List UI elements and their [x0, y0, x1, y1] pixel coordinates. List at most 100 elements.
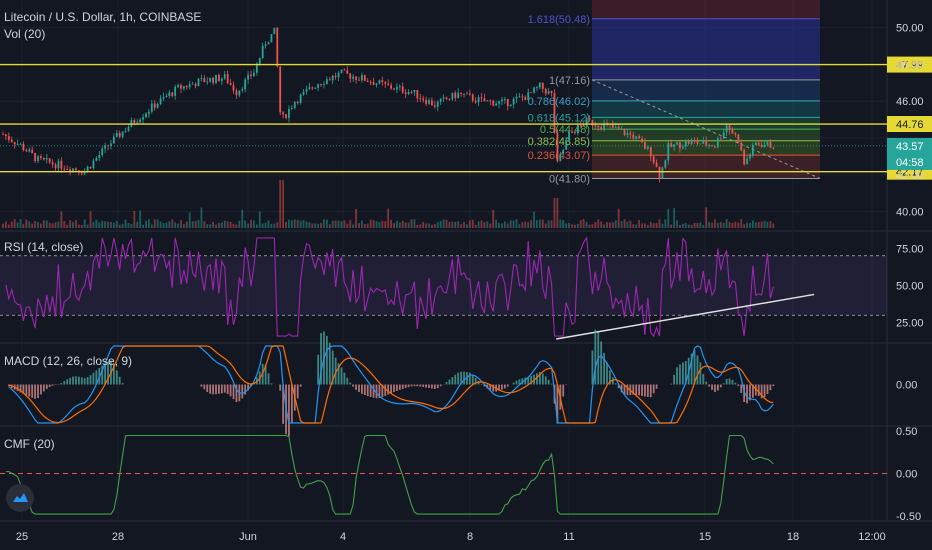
- candle-body: [503, 98, 506, 100]
- volume-bar: [89, 211, 92, 228]
- price-level-tag[interactable]: [887, 56, 932, 73]
- macd-histogram-bar: [358, 384, 360, 393]
- volume-bar: [273, 223, 276, 228]
- candle-body: [7, 136, 10, 140]
- macd-histogram-bar: [299, 384, 302, 387]
- candle-body: [489, 100, 492, 102]
- volume-bar: [655, 222, 658, 228]
- candle-body: [150, 103, 153, 112]
- volume-bar: [334, 220, 337, 228]
- candle-body: [323, 83, 325, 85]
- macd-histogram-bar: [547, 379, 550, 385]
- candle-body: [743, 150, 746, 165]
- candle-body: [121, 131, 124, 137]
- macd-histogram-bar: [86, 377, 89, 385]
- current-price-tag[interactable]: [887, 137, 932, 170]
- macd-histogram-bar: [360, 384, 363, 394]
- volume-bar: [34, 220, 36, 228]
- candle-body: [565, 140, 568, 150]
- fibonacci-retracement[interactable]: 1.618(50.48) 1(47.16) 0.786(46.02) 0.618(45…: [528, 0, 821, 185]
- cmf-label[interactable]: CMF (20): [4, 437, 55, 451]
- candle-body: [737, 134, 740, 143]
- candle-body: [2, 134, 4, 136]
- volume-bar: [646, 224, 649, 228]
- volume-bar: [433, 223, 436, 228]
- candle-body: [474, 100, 477, 103]
- candle-body: [302, 91, 305, 95]
- candle-body: [419, 98, 422, 100]
- candle-body: [40, 156, 42, 158]
- volume-bar: [366, 223, 369, 228]
- fib-zone: [592, 140, 820, 156]
- volume-bar: [250, 219, 252, 228]
- candle-body: [766, 141, 769, 145]
- candle-body: [197, 78, 200, 87]
- macd-histogram-bar: [223, 384, 226, 393]
- candle-body: [676, 142, 678, 145]
- macd-histogram-bar: [632, 384, 635, 395]
- volume-bar: [428, 223, 430, 228]
- candle-body: [579, 124, 582, 126]
- candle-body: [387, 83, 390, 86]
- volume-bar: [229, 222, 232, 228]
- volume-bar: [676, 220, 678, 228]
- volume-bar: [711, 222, 713, 228]
- candle-body: [159, 98, 162, 105]
- volume-bar: [323, 219, 325, 228]
- macd-histogram-bar: [556, 384, 559, 424]
- volume-bar: [623, 219, 626, 228]
- candle-body: [576, 124, 579, 134]
- candle-body: [98, 155, 101, 159]
- candle-body: [617, 126, 620, 130]
- volume-bar: [317, 223, 320, 228]
- volume-bar: [363, 223, 366, 228]
- rsi-label[interactable]: RSI (14, close): [4, 240, 84, 254]
- price-level-tag[interactable]: [887, 116, 932, 133]
- volume-bar: [212, 221, 214, 228]
- macd-histogram-bar: [25, 384, 28, 396]
- volume-bar: [372, 220, 375, 228]
- volume-bar: [147, 219, 150, 228]
- macd-histogram-bar: [331, 350, 334, 385]
- candle-body: [384, 82, 387, 84]
- volume-bar: [527, 222, 530, 228]
- volume-bar: [579, 220, 582, 228]
- fib-level-label: 0(41.80): [549, 173, 590, 185]
- candle-body: [512, 98, 515, 105]
- symbol-title[interactable]: Litecoin / U.S. Dollar, 1h, COINBASE: [4, 10, 202, 24]
- volume-bar: [629, 220, 632, 228]
- candle-body: [460, 92, 463, 94]
- volume-bar: [77, 224, 80, 228]
- volume-bar: [536, 220, 538, 228]
- volume-label[interactable]: Vol (20): [4, 27, 46, 41]
- macd-label[interactable]: MACD (12, 26, close, 9): [4, 354, 133, 368]
- candle-body: [664, 160, 667, 168]
- volume-bar: [264, 222, 267, 228]
- candle-body: [168, 92, 171, 97]
- volume-bar: [425, 223, 427, 228]
- volume-bar: [174, 222, 177, 228]
- candle-body: [538, 82, 541, 88]
- tradingview-logo[interactable]: [6, 484, 34, 512]
- macd-histogram-bar: [512, 382, 515, 385]
- macd-histogram-bar: [282, 384, 285, 424]
- volume-bar: [454, 221, 457, 228]
- volume-bar: [153, 219, 156, 228]
- candle-body: [180, 85, 182, 89]
- macd-histogram-bar: [436, 384, 439, 389]
- macd-histogram-bar: [215, 384, 217, 395]
- candle-body: [603, 123, 605, 130]
- volume-bar: [60, 211, 63, 228]
- macd-histogram-bar: [422, 384, 425, 387]
- candle-body: [200, 78, 203, 79]
- macd-histogram-bar: [655, 384, 658, 389]
- candle-body: [124, 131, 127, 132]
- macd-histogram-bar: [375, 384, 378, 399]
- candle-body: [264, 44, 267, 46]
- candle-body: [346, 70, 349, 74]
- macd-histogram-bar: [743, 384, 746, 402]
- volume-bar: [524, 221, 527, 228]
- candle-body: [416, 90, 419, 99]
